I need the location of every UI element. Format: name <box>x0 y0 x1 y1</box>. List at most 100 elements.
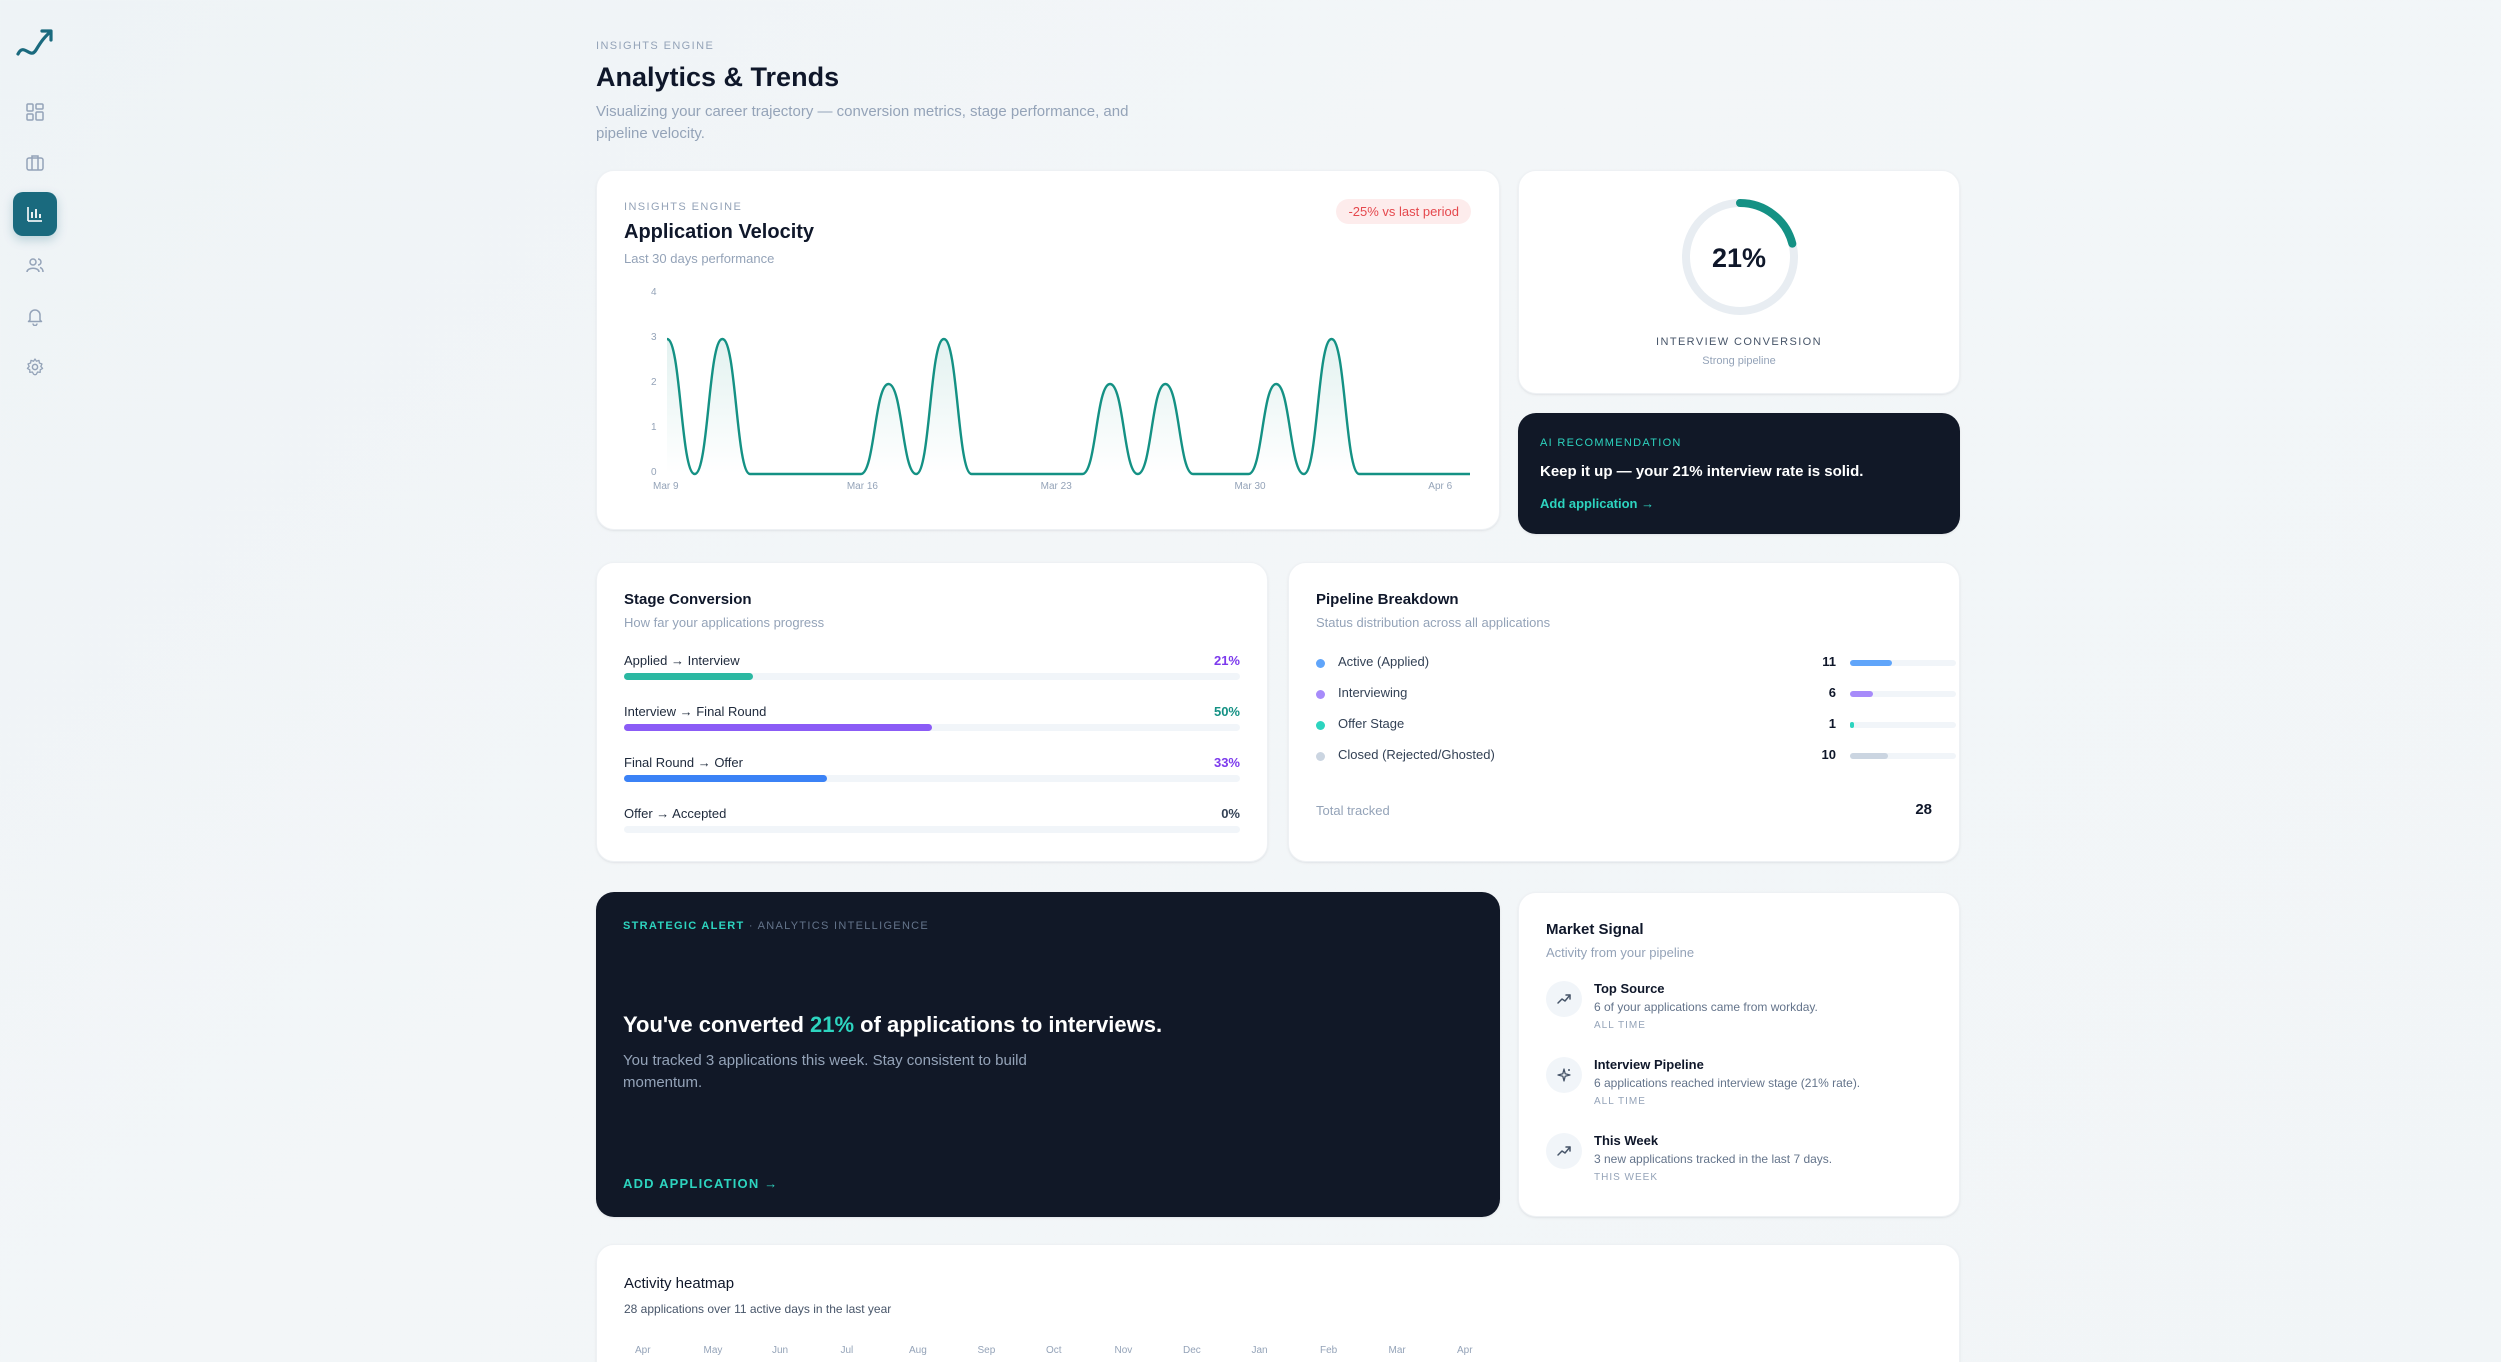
gear-icon <box>26 358 44 376</box>
status-dot-icon <box>1316 721 1325 730</box>
status-dot-icon <box>1316 690 1325 699</box>
nav-contacts[interactable] <box>13 243 57 287</box>
status-dot-icon <box>1316 659 1325 668</box>
page-subtitle: Visualizing your career trajectory — con… <box>596 103 1129 142</box>
conversion-ring <box>1682 199 1798 315</box>
sidebar <box>0 0 70 1362</box>
alert-headline-post: of applications to interviews. <box>854 1012 1163 1037</box>
alert-body: You tracked 3 applications this week. St… <box>623 1052 1027 1091</box>
pipeline-label: Offer Stage <box>1338 716 1405 731</box>
stage-row: Applied → Interview 21% <box>624 653 1240 693</box>
ai-recommendation-card: AI RECOMMENDATION Keep it up — your 21% … <box>1518 413 1960 534</box>
velocity-card: INSIGHTS ENGINE Application Velocity Las… <box>596 170 1500 530</box>
x-tick-label: Mar 16 <box>846 481 878 492</box>
pipeline-bar-fill <box>1850 753 1888 759</box>
stage-bar-fill <box>624 775 828 782</box>
activity-heatmap-card: Activity heatmap 28 applications over 11… <box>596 1244 1960 1362</box>
alert-add-application-link[interactable]: ADD APPLICATION → <box>623 1176 779 1191</box>
pipeline-label: Interviewing <box>1338 685 1408 700</box>
velocity-change-badge: -25% vs last period <box>1336 199 1471 224</box>
heatmap-month-label: Sep <box>977 1345 996 1356</box>
trend-up-icon <box>1546 1133 1582 1169</box>
conversion-ring-arc <box>1682 199 1798 315</box>
stage-label: Offer → Accepted <box>624 806 727 821</box>
trend-up-icon <box>1546 981 1582 1017</box>
market-signal-tag: ALL TIME <box>1594 1096 1646 1107</box>
sparkle-icon <box>1546 1057 1582 1093</box>
stage-label: Final Round → Offer <box>624 755 743 770</box>
pipeline-label: Closed (Rejected/Ghosted) <box>1338 747 1495 762</box>
y-tick-label: 0 <box>651 467 657 478</box>
stage-bar-track <box>624 775 1240 782</box>
pipeline-row: Active (Applied) 11 <box>1316 654 1956 674</box>
alert-headline-pre: You've converted <box>623 1012 810 1037</box>
stage-bar-fill <box>624 673 754 680</box>
heatmap-month-label: Apr <box>1457 1345 1473 1356</box>
velocity-eyebrow: INSIGHTS ENGINE <box>624 201 743 213</box>
market-signal-item: Top Source 6 of your applications came fr… <box>1546 981 1939 1051</box>
ai-add-application-link[interactable]: Add application → <box>1540 496 1655 511</box>
alert-headline-highlight: 21% <box>810 1012 855 1037</box>
y-tick-label: 2 <box>651 377 657 388</box>
pipeline-bar-track <box>1850 753 1956 759</box>
x-tick-label: Mar 9 <box>653 481 679 492</box>
nav-applications[interactable] <box>13 141 57 185</box>
logo-icon[interactable] <box>14 24 56 66</box>
strategic-alert-card: STRATEGIC ALERT · ANALYTICS INTELLIGENCE… <box>596 892 1500 1217</box>
stage-row: Final Round → Offer 33% <box>624 755 1240 795</box>
page-eyebrow: INSIGHTS ENGINE <box>596 40 715 52</box>
heatmap-month-label: Aug <box>909 1345 927 1356</box>
velocity-title: Application Velocity <box>624 221 815 243</box>
market-signal-card: Market Signal Activity from your pipelin… <box>1518 892 1960 1217</box>
market-signal-item: Interview Pipeline 6 applications reached… <box>1546 1057 1939 1127</box>
heatmap-subtitle: 28 applications over 11 active days in t… <box>624 1302 892 1316</box>
heatmap-month-label: Jan <box>1251 1345 1268 1356</box>
nav-settings[interactable] <box>13 345 57 389</box>
stage-conversion-card: Stage Conversion How far your applicatio… <box>596 562 1268 862</box>
pipeline-count: 10 <box>1821 747 1836 762</box>
y-tick-label: 1 <box>651 422 657 433</box>
ai-eyebrow: AI RECOMMENDATION <box>1540 437 1682 449</box>
market-signal-title: This Week <box>1594 1133 1659 1148</box>
heatmap-month-label: May <box>703 1345 723 1356</box>
stage-percent: 50% <box>1213 704 1240 719</box>
dashboard-icon <box>26 103 44 121</box>
market-signal-item: This Week 3 new applications tracked in t… <box>1546 1133 1939 1203</box>
stage-percent: 0% <box>1221 806 1240 821</box>
stage-percent: 33% <box>1213 755 1240 770</box>
velocity-chart <box>665 337 1470 476</box>
y-tick-label: 4 <box>651 287 657 298</box>
market-signal-desc: 3 new applications tracked in the last 7… <box>1594 1152 1833 1166</box>
market-signal-title: Interview Pipeline <box>1594 1057 1704 1072</box>
stage-bar-track <box>624 826 1240 833</box>
pipeline-bar-fill <box>1850 722 1854 728</box>
pipeline-total-label: Total tracked <box>1316 803 1390 818</box>
stage-bar-track <box>624 673 1240 680</box>
stage-bar-track <box>624 724 1240 731</box>
page-title: Analytics & Trends <box>596 62 840 92</box>
pipeline-bar-fill <box>1850 691 1873 697</box>
pipeline-breakdown-card: Pipeline Breakdown Status distribution a… <box>1288 562 1960 862</box>
nav-notifications[interactable] <box>13 294 57 338</box>
ai-text: Keep it up — your 21% interview rate is … <box>1540 463 1864 480</box>
pipeline-row: Offer Stage 1 <box>1316 716 1956 736</box>
pipeline-title: Pipeline Breakdown <box>1316 591 1459 608</box>
velocity-subtitle: Last 30 days performance <box>624 251 775 266</box>
pipeline-count: 1 <box>1828 716 1836 731</box>
conversion-value: 21% <box>1711 243 1767 273</box>
market-signal-title: Top Source <box>1594 981 1665 996</box>
market-signal-tag: ALL TIME <box>1594 1020 1646 1031</box>
market-signal-desc: 6 of your applications came from workday… <box>1594 1000 1818 1014</box>
market-subtitle: Activity from your pipeline <box>1546 945 1695 960</box>
nav-dashboard[interactable] <box>13 90 57 134</box>
stage-row: Offer → Accepted 0% <box>624 806 1240 846</box>
heatmap-month-label: Jun <box>772 1345 789 1356</box>
heatmap-title: Activity heatmap <box>624 1275 735 1292</box>
nav-analytics[interactable] <box>13 192 57 236</box>
market-title: Market Signal <box>1546 921 1644 938</box>
stage-percent: 21% <box>1213 653 1240 668</box>
pipeline-row: Closed (Rejected/Ghosted) 10 <box>1316 747 1956 767</box>
heatmap-month-label: Mar <box>1388 1345 1406 1356</box>
alert-eyebrow-secondary: · ANALYTICS INTELLIGENCE <box>748 920 930 932</box>
stage-subtitle: How far your applications progress <box>624 615 825 630</box>
